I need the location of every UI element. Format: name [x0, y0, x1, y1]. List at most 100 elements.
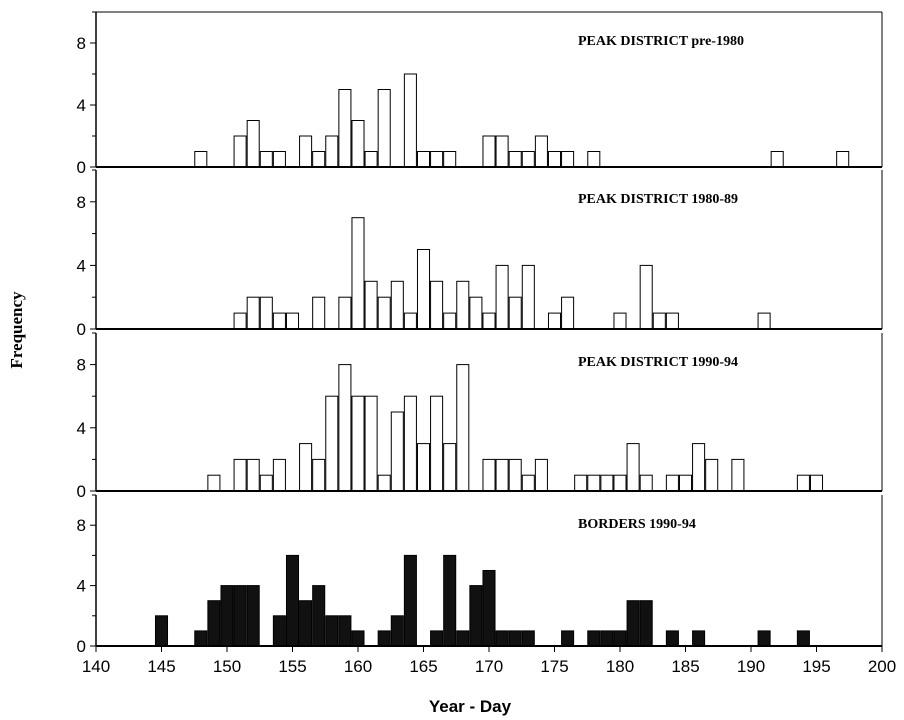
bar [639, 600, 653, 647]
bar [377, 474, 391, 492]
bar [351, 120, 365, 168]
y-tick-label: 8 [77, 34, 86, 53]
x-tick-label: 155 [278, 657, 306, 676]
bar [836, 151, 850, 168]
bar [613, 474, 627, 492]
bar [285, 554, 300, 647]
bar [757, 630, 771, 647]
bar [665, 630, 679, 647]
y-tick-label: 0 [77, 158, 86, 177]
bar [521, 474, 535, 492]
bar [364, 395, 378, 492]
bar [796, 630, 810, 647]
bar [508, 296, 522, 330]
bar [521, 264, 535, 330]
x-tick-label: 170 [475, 657, 503, 676]
bar [233, 312, 247, 330]
x-tick-label: 145 [147, 657, 175, 676]
y-tick-label: 4 [77, 577, 86, 596]
bar [272, 312, 286, 330]
bar [272, 615, 286, 647]
bar [430, 151, 444, 168]
bar [338, 615, 352, 647]
bar [809, 474, 824, 492]
bar [547, 151, 562, 168]
bar [561, 296, 575, 330]
bar [639, 264, 653, 330]
bar [443, 312, 457, 330]
bar [403, 395, 417, 492]
bar [521, 151, 535, 168]
bar [299, 135, 313, 168]
x-tick-label: 150 [213, 657, 241, 676]
bar [390, 411, 404, 492]
bar [626, 443, 640, 492]
bar [652, 312, 666, 330]
y-tick-label: 0 [77, 482, 86, 501]
bar [430, 630, 444, 647]
bar [246, 296, 260, 330]
bar [456, 280, 470, 330]
panel-3: 0 4 8 PEAK DISTRICT 1990-94 [77, 332, 883, 501]
bar [495, 135, 509, 168]
bar [377, 89, 391, 168]
bar [390, 615, 404, 647]
y-tick-label: 0 [77, 320, 86, 339]
bar [469, 585, 483, 647]
x-tick-label: 160 [344, 657, 372, 676]
bar [416, 249, 431, 330]
bar [338, 364, 352, 492]
x-tick-label: 185 [671, 657, 699, 676]
bar [351, 217, 365, 330]
bar [731, 458, 745, 492]
bar [692, 443, 706, 492]
x-axis-label: Year - Day [429, 697, 512, 716]
bar [796, 474, 810, 492]
bar [233, 135, 247, 168]
bar [456, 364, 470, 492]
bar [312, 585, 326, 647]
bar [613, 630, 627, 647]
bar [482, 135, 496, 168]
bar [482, 570, 496, 647]
bar [613, 312, 627, 330]
bar [705, 458, 719, 492]
chart-panels: 0 4 8 PEAK DISTRICT pre-1980 0 4 8 PEAK DISTRIC… [77, 11, 883, 656]
y-tick-label: 4 [77, 96, 86, 115]
bar [587, 630, 601, 647]
bar [246, 120, 260, 168]
bar [403, 73, 417, 168]
y-tick-label: 8 [77, 356, 86, 375]
bar [416, 443, 431, 492]
y-tick-label: 4 [77, 419, 86, 438]
bar [495, 458, 509, 492]
bar [443, 151, 457, 168]
bar [233, 458, 247, 492]
bar [482, 312, 496, 330]
bar [351, 395, 365, 492]
bar [272, 151, 286, 168]
bar [246, 585, 260, 647]
bar [482, 458, 496, 492]
panel-2: 0 4 8 PEAK DISTRICT 1980-89 [77, 169, 883, 339]
bar [416, 151, 431, 168]
panel-title: PEAK DISTRICT 1990-94 [578, 355, 738, 370]
panel-1: 0 4 8 PEAK DISTRICT pre-1980 [77, 11, 883, 177]
x-tick-label: 180 [606, 657, 634, 676]
bar [770, 151, 784, 168]
bar [574, 474, 588, 492]
bar [508, 630, 522, 647]
bar [456, 630, 470, 647]
y-tick-label: 0 [77, 637, 86, 656]
x-tick-label: 190 [737, 657, 765, 676]
bar [259, 474, 273, 492]
bar [377, 630, 391, 647]
bar [325, 135, 339, 168]
x-tick-label: 140 [82, 657, 110, 676]
bar [678, 474, 693, 492]
y-tick-label: 8 [77, 193, 86, 212]
x-tick-label: 200 [868, 657, 896, 676]
bar [390, 280, 404, 330]
x-axis: 140 145 150 155 160 165 170 175 180 185 190 195 200 [82, 646, 896, 676]
